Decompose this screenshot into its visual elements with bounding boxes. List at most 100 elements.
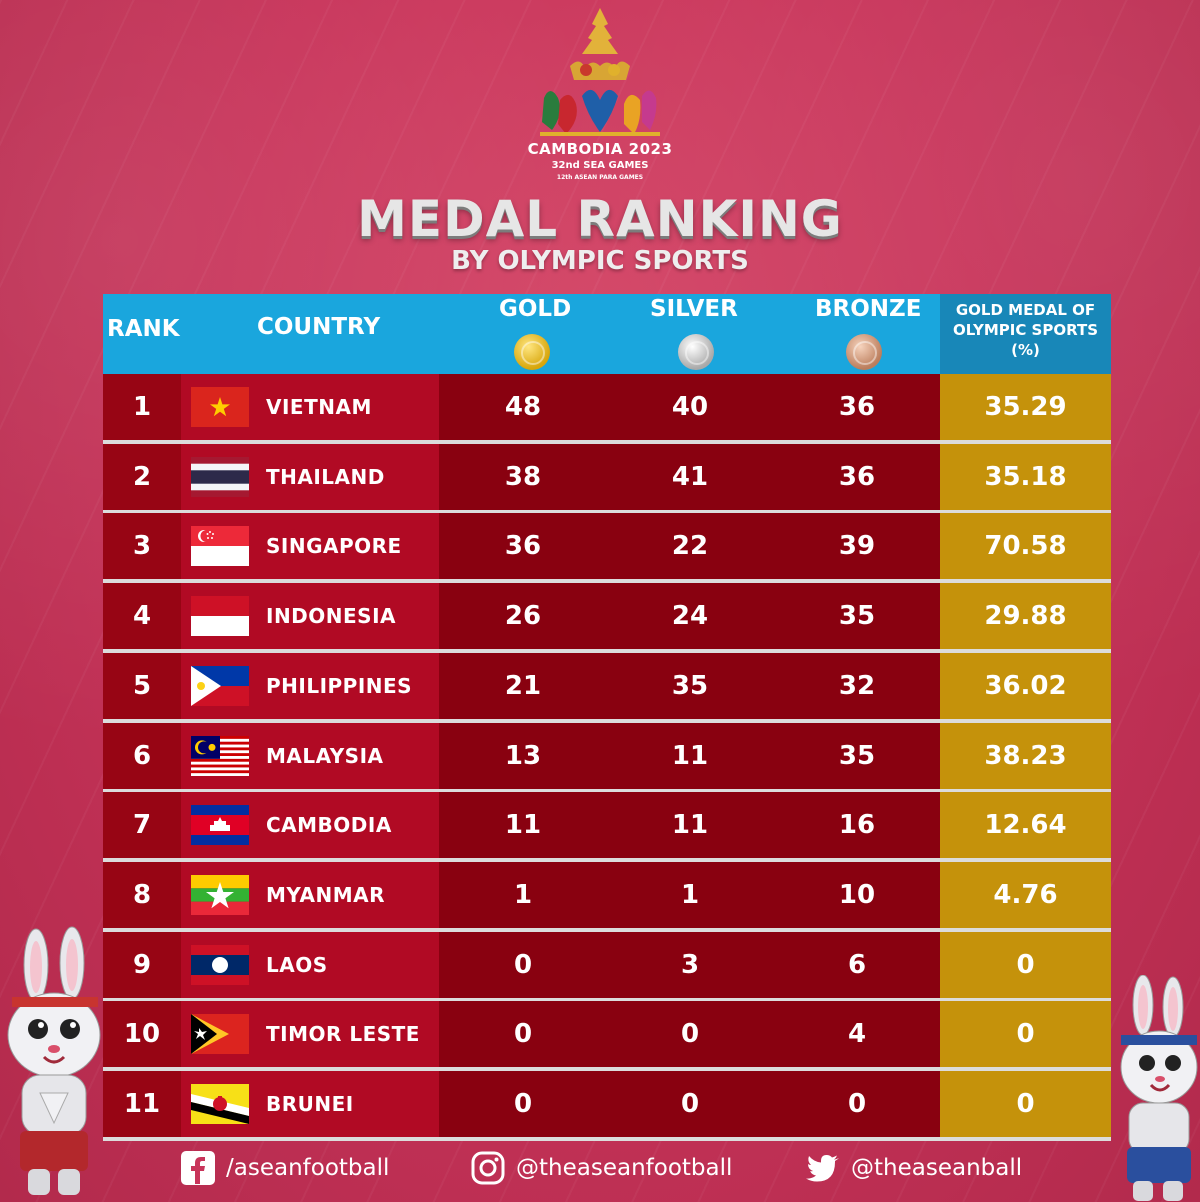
- page-title: MEDAL RANKING: [357, 190, 843, 248]
- header-pct-line1: GOLD MEDAL OF: [955, 301, 1096, 319]
- gold-percentage: 0: [1016, 1089, 1035, 1119]
- sea-games-logo: [540, 8, 660, 136]
- pct-cell-bg: [940, 583, 1111, 650]
- footer-instagram[interactable]: @theaseanfootball: [470, 1150, 732, 1186]
- rank-cell-bg: [103, 1001, 181, 1068]
- gold-percentage: 36.02: [984, 670, 1067, 701]
- country-name: TIMOR LESTE: [266, 1022, 420, 1047]
- gold-percentage: 35.18: [984, 461, 1067, 492]
- logo-subtitle: 32nd SEA GAMES: [551, 160, 649, 171]
- gold-count: 21: [504, 670, 542, 701]
- gold-percentage: 0: [1016, 949, 1035, 980]
- rabbit-mascot-right: [1120, 975, 1198, 1201]
- pct-cell-bg: [940, 652, 1111, 719]
- country-name: LAOS: [266, 952, 328, 977]
- page-subtitle: BY OLYMPIC SPORTS: [451, 246, 749, 276]
- footer-facebook[interactable]: /aseanfootball: [180, 1150, 389, 1186]
- rank-cell-bg: [103, 443, 181, 510]
- rank-cell-bg: [103, 583, 181, 650]
- facebook-icon: [181, 1151, 215, 1185]
- flag-vietnam-icon: [191, 387, 249, 427]
- gold-percentage: 35.29: [984, 392, 1067, 422]
- rank-cell-bg: [103, 861, 181, 928]
- logo-subtitle-small: 12th ASEAN PARA GAMES: [556, 174, 644, 181]
- rank-cell-bg: [103, 513, 181, 580]
- bronze-count: 39: [838, 531, 876, 562]
- table-row: 1 VIETNAM 48 40 36 35.29: [103, 374, 1111, 444]
- gold-percentage: 12.64: [984, 810, 1067, 841]
- pct-cell-bg: [940, 931, 1111, 998]
- gold-count: 11: [504, 810, 542, 841]
- bronze-count: 35: [838, 601, 876, 632]
- table-row: 6 MALAYSIA 13 11 35 38.23: [103, 722, 1111, 793]
- gold-percentage: 4.76: [993, 879, 1058, 910]
- rank-value: 8: [132, 879, 152, 910]
- silver-count: 0: [680, 1019, 700, 1050]
- header-gold-percentage: GOLD MEDAL OF OLYMPIC SPORTS (%): [940, 294, 1111, 374]
- table-row: 3 SINGAPORE 36 22 39 70.58: [103, 513, 1111, 584]
- country-name: THAILAND: [266, 464, 385, 489]
- flag-philippines-icon: [191, 665, 249, 706]
- rank-value: 10: [123, 1019, 161, 1050]
- rank-value: 7: [132, 810, 152, 841]
- table-row: 8 MYANMAR 1 1 10 4.76: [103, 861, 1111, 932]
- instagram-icon: [471, 1151, 505, 1185]
- gold-percentage: 70.58: [984, 531, 1067, 562]
- bronze-count: 32: [838, 670, 876, 701]
- footer-twitter[interactable]: @theaseanball: [805, 1150, 1022, 1186]
- bronze-count: 16: [838, 810, 876, 841]
- bronze-count: 35: [838, 740, 876, 771]
- flag-brunei-icon: [191, 1084, 249, 1124]
- silver-medal-icon: [678, 334, 714, 370]
- table-row: 5 PHILIPPINES 21 35 32 36.02: [103, 652, 1111, 723]
- header-pct-line2: OLYMPIC SPORTS: [952, 321, 1099, 339]
- header-rank: RANK: [107, 316, 180, 342]
- table-row: 4 INDONESIA 26 24 35 29.88: [103, 583, 1111, 654]
- rank-value: 4: [132, 601, 152, 632]
- gold-count: 13: [504, 740, 542, 771]
- table-header: RANK COUNTRY GOLD SILVER BRONZE GOLD MED…: [103, 294, 1111, 374]
- country-name: MYANMAR: [266, 882, 385, 907]
- rank-value: 9: [132, 949, 152, 980]
- bronze-count: 0: [847, 1089, 867, 1119]
- rank-value: 3: [132, 531, 152, 562]
- pct-cell-bg: [940, 861, 1111, 928]
- table-row: 9 LAOS 0 3 6 0: [103, 931, 1111, 1002]
- bronze-count: 10: [838, 879, 876, 910]
- rank-cell-bg: [103, 722, 181, 789]
- rank-cell-bg: [103, 931, 181, 998]
- twitter-icon: [806, 1155, 839, 1182]
- silver-count: 11: [671, 740, 709, 771]
- rank-cell-bg: [103, 652, 181, 719]
- flag-indonesia-icon: [191, 596, 249, 637]
- gold-count: 36: [504, 531, 542, 562]
- facebook-handle: /aseanfootball: [226, 1155, 390, 1181]
- logo-title: CAMBODIA 2023: [527, 140, 673, 158]
- country-name: MALAYSIA: [266, 743, 384, 768]
- silver-count: 35: [671, 670, 709, 701]
- gold-count: 48: [504, 392, 542, 422]
- rank-value: 5: [132, 670, 152, 701]
- bronze-medal-icon: [846, 334, 882, 370]
- silver-count: 40: [671, 392, 709, 422]
- country-name: INDONESIA: [266, 604, 397, 629]
- silver-count: 0: [680, 1089, 700, 1119]
- rank-cell-bg: [103, 1071, 181, 1137]
- flag-thailand-icon: [191, 456, 249, 497]
- table-row: 7 CAMBODIA 11 11 16 12.64: [103, 792, 1111, 863]
- flag-malaysia-icon: [191, 735, 249, 776]
- pct-cell-bg: [940, 722, 1111, 789]
- silver-count: 1: [680, 879, 700, 910]
- rabbit-mascot-left: [7, 926, 101, 1195]
- twitter-handle: @theaseanball: [851, 1155, 1023, 1181]
- rank-value: 2: [132, 461, 152, 492]
- header-bronze: BRONZE: [815, 296, 922, 322]
- gold-count: 0: [513, 949, 533, 980]
- pct-cell-bg: [940, 1071, 1111, 1137]
- flag-laos-icon: [191, 944, 249, 985]
- rank-value: 1: [132, 392, 152, 422]
- pct-cell-bg: [940, 513, 1111, 580]
- gold-count: 0: [513, 1019, 533, 1050]
- silver-count: 3: [680, 949, 700, 980]
- table-row: 10 TIMOR LESTE 0 0 4 0: [103, 1001, 1111, 1072]
